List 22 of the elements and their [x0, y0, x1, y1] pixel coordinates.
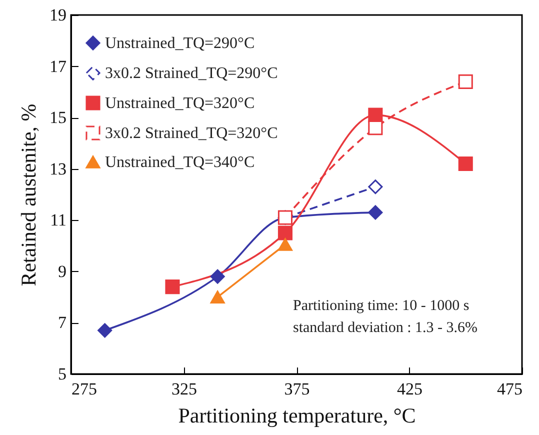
y-tick-label: 5 [58, 364, 66, 384]
y-tick-label: 17 [50, 56, 67, 76]
y-tick-label: 7 [58, 313, 67, 332]
x-tick-label: 475 [497, 380, 522, 398]
legend-label: Unstrained_TQ=290°C [105, 35, 255, 52]
y-axis-title: Retained austenite, % [16, 104, 40, 286]
legend-label: Unstrained_TQ=320°C [105, 95, 255, 112]
y-tick-label: 11 [50, 210, 66, 230]
x-tick-label: 325 [172, 380, 197, 398]
x-tick-label: 375 [284, 380, 310, 398]
legend-label: 3x0.2 Strained_TQ=320°C [105, 125, 278, 142]
annotation: Partitioning time: 10 - 1000 s [293, 298, 470, 314]
x-axis-title: Partitioning temperature, °C [178, 404, 416, 428]
x-tick-label: 275 [72, 380, 97, 398]
y-tick-label: 9 [58, 262, 66, 281]
x-tick-label: 425 [397, 380, 422, 398]
legend-label: Unstrained_TQ=340°C [105, 154, 255, 171]
y-tick-label: 15 [50, 108, 66, 128]
y-tick-label: 13 [50, 159, 66, 178]
annotation: standard deviation : 1.3 - 3.6% [293, 320, 478, 336]
y-tick-label: 19 [50, 6, 66, 24]
legend-label: 3x0.2 Strained_TQ=290°C [105, 65, 278, 82]
